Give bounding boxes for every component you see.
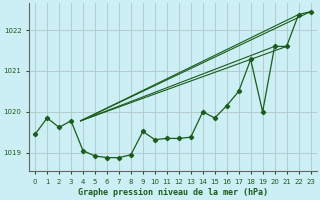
X-axis label: Graphe pression niveau de la mer (hPa): Graphe pression niveau de la mer (hPa) bbox=[78, 188, 268, 197]
